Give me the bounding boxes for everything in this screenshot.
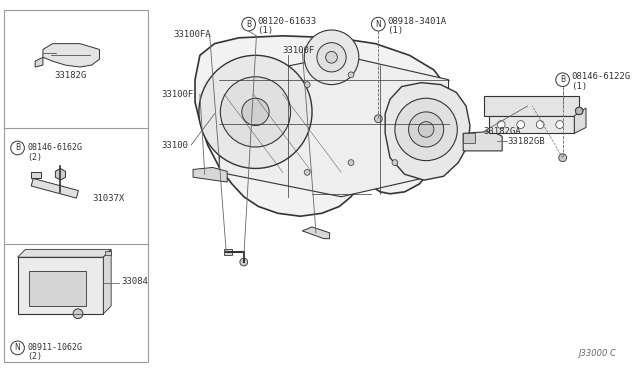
Text: 08146-6162G: 08146-6162G	[28, 144, 83, 153]
Text: 33100F: 33100F	[283, 46, 315, 55]
Circle shape	[11, 341, 24, 355]
Text: (2): (2)	[28, 153, 42, 162]
Bar	[31, 179, 79, 198]
Text: 08146-6122G: 08146-6122G	[572, 72, 630, 81]
Polygon shape	[488, 116, 574, 133]
Circle shape	[374, 115, 382, 123]
Text: (1): (1)	[572, 82, 588, 91]
Circle shape	[220, 77, 291, 147]
Circle shape	[242, 17, 255, 31]
Bar	[224, 249, 232, 255]
Bar	[17, 257, 103, 314]
Polygon shape	[574, 108, 586, 133]
Circle shape	[11, 141, 24, 155]
Text: 33100FA: 33100FA	[173, 31, 211, 39]
Polygon shape	[463, 131, 502, 151]
Polygon shape	[576, 107, 582, 115]
Bar	[4, 10, 148, 362]
Circle shape	[304, 169, 310, 175]
Text: B: B	[560, 75, 565, 84]
Circle shape	[536, 121, 544, 128]
Text: B: B	[15, 144, 20, 153]
Text: B: B	[246, 20, 252, 29]
Polygon shape	[35, 57, 43, 67]
Polygon shape	[193, 167, 227, 182]
Circle shape	[497, 121, 505, 128]
Polygon shape	[195, 36, 451, 216]
Bar	[106, 251, 111, 255]
Text: 33100: 33100	[161, 141, 188, 150]
Text: J33000 C: J33000 C	[579, 349, 616, 357]
Text: N: N	[376, 20, 381, 29]
Polygon shape	[220, 55, 449, 197]
Circle shape	[242, 98, 269, 125]
Circle shape	[556, 121, 564, 128]
Text: 08911-1062G: 08911-1062G	[28, 343, 83, 352]
Circle shape	[392, 160, 398, 166]
Text: (1): (1)	[387, 26, 403, 35]
Polygon shape	[385, 83, 470, 180]
Circle shape	[317, 43, 346, 72]
Circle shape	[556, 73, 570, 87]
Text: 33182GA: 33182GA	[484, 127, 521, 136]
Circle shape	[348, 72, 354, 78]
Circle shape	[408, 112, 444, 147]
Text: 08918-3401A: 08918-3401A	[387, 17, 446, 26]
Circle shape	[326, 51, 337, 63]
Polygon shape	[56, 169, 65, 180]
Circle shape	[304, 82, 310, 87]
Circle shape	[419, 122, 434, 137]
Text: 33182G: 33182G	[54, 71, 86, 80]
Text: 31037X: 31037X	[93, 194, 125, 203]
Text: 33084: 33084	[121, 277, 148, 286]
Polygon shape	[302, 227, 330, 239]
Bar	[463, 133, 475, 143]
Text: (1): (1)	[257, 26, 273, 35]
Circle shape	[516, 121, 525, 128]
Text: N: N	[15, 343, 20, 352]
Bar	[484, 96, 579, 116]
Circle shape	[348, 160, 354, 166]
Circle shape	[575, 107, 583, 115]
Polygon shape	[31, 172, 41, 178]
Circle shape	[199, 55, 312, 169]
Circle shape	[395, 98, 458, 161]
Circle shape	[304, 30, 359, 84]
Polygon shape	[43, 44, 99, 67]
Text: 08120-61633: 08120-61633	[257, 17, 317, 26]
Circle shape	[240, 258, 248, 266]
Text: (2): (2)	[28, 352, 42, 361]
Circle shape	[559, 154, 566, 161]
Text: 33182GB: 33182GB	[507, 137, 545, 146]
Polygon shape	[17, 249, 111, 257]
Bar	[29, 271, 86, 306]
Polygon shape	[103, 249, 111, 314]
Circle shape	[73, 309, 83, 318]
Circle shape	[371, 17, 385, 31]
Text: 33100F: 33100F	[161, 90, 193, 99]
